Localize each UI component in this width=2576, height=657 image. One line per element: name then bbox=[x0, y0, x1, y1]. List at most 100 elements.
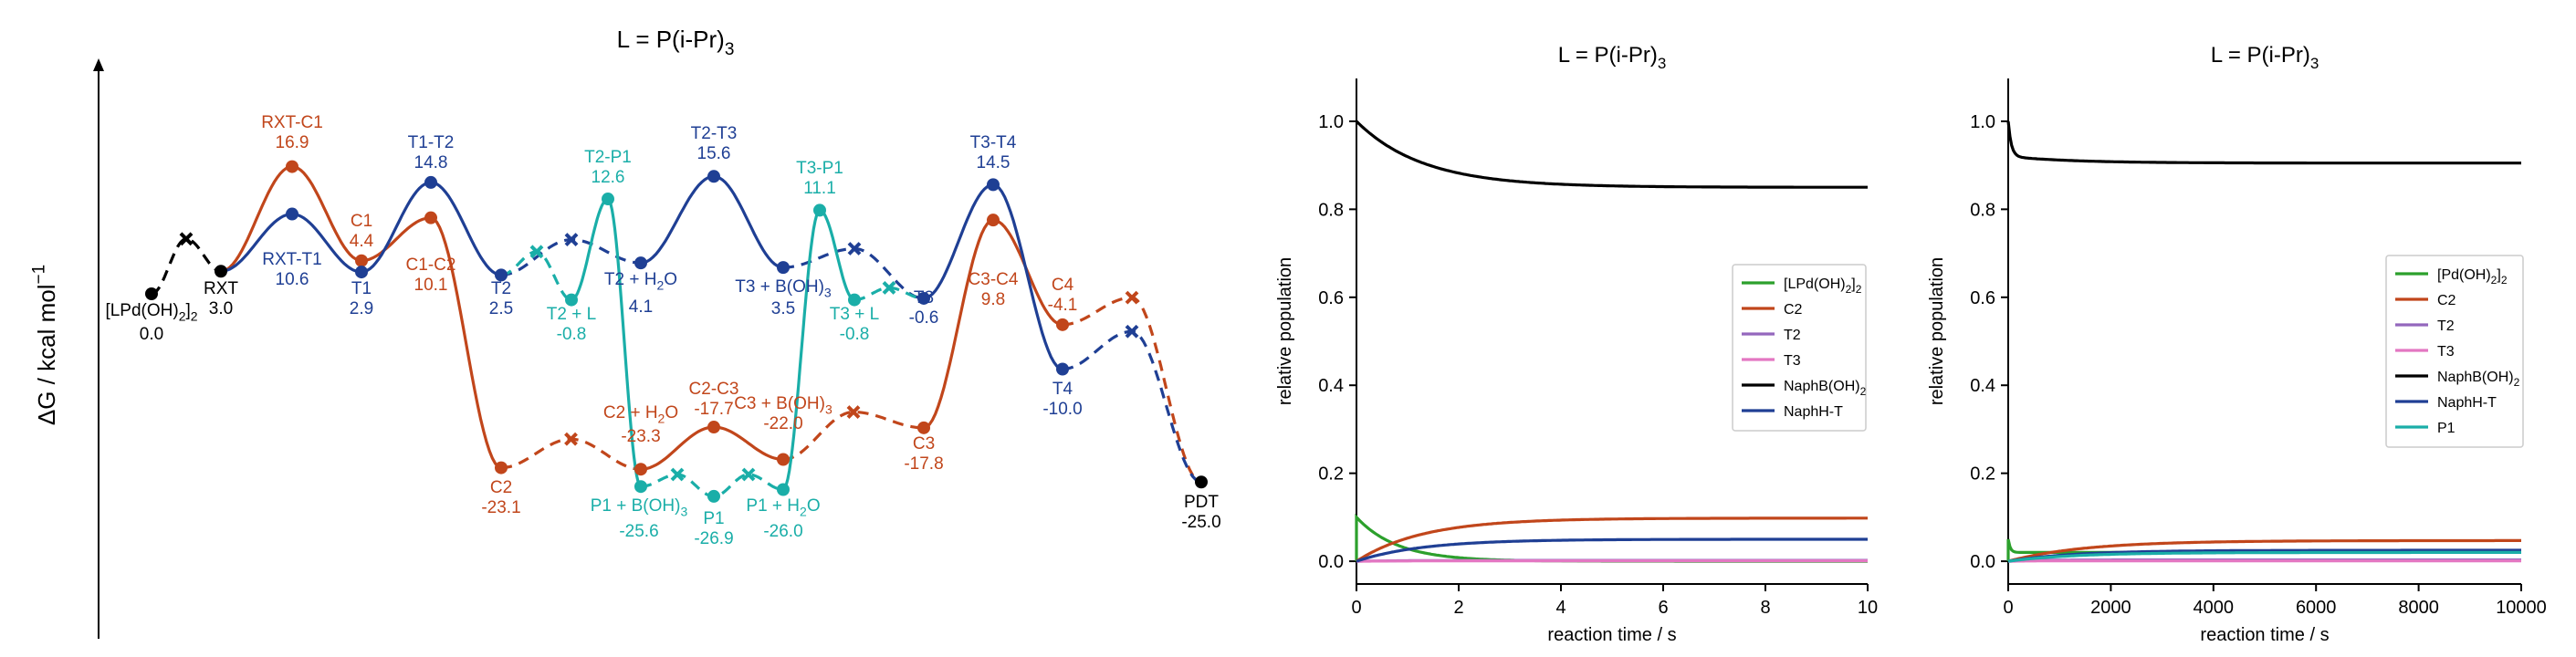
state-label-t2-h2o: T2 + H2O bbox=[604, 270, 677, 293]
energy-orange-dashed-1 bbox=[500, 437, 642, 471]
state-value-t3-l: -0.8 bbox=[840, 325, 870, 344]
state-marker-t4 bbox=[1056, 362, 1069, 376]
state-label-t1-t2: T1-T2 bbox=[408, 133, 455, 152]
energy-teal-curve-2 bbox=[782, 208, 855, 491]
pop1-ytick-label: 0.0 bbox=[1318, 552, 1344, 572]
pop1-legend bbox=[1732, 264, 1867, 432]
state-label-c3: C3 bbox=[913, 434, 935, 454]
state-label-t2: T2 bbox=[491, 279, 511, 298]
cross-marker-teal-4 bbox=[882, 280, 896, 295]
pop1-xtick-label: 0 bbox=[1351, 598, 1361, 618]
pop1-x-axis-label: reaction time / s bbox=[1547, 625, 1676, 645]
state-value-t3: -0.6 bbox=[909, 308, 939, 328]
cross-marker-blue-3 bbox=[1125, 324, 1139, 339]
pop1-legend-label: NaphB(OH)2 bbox=[1784, 379, 1867, 398]
pop1-xtick-label: 10 bbox=[1858, 598, 1878, 618]
state-value-c3: -17.8 bbox=[904, 454, 943, 474]
state-label-t2-l: T2 + L bbox=[547, 305, 596, 324]
state-marker-t2-h2o bbox=[634, 256, 647, 270]
pop1-xtick-label: 4 bbox=[1555, 598, 1565, 618]
pop1-legend-label: NaphH-T bbox=[1784, 404, 1843, 420]
state-value-p1: -26.9 bbox=[694, 529, 733, 548]
pop1-legend-label: C2 bbox=[1784, 302, 1803, 318]
state-label-p1: P1 bbox=[703, 509, 724, 528]
state-label-t2-t3: T2-T3 bbox=[691, 124, 738, 143]
state-label-p1-h2o: P1 + H2O bbox=[746, 496, 820, 519]
energy-blue-curve-2 bbox=[640, 174, 784, 269]
pop2-legend-label: C2 bbox=[2437, 293, 2456, 308]
state-value-t2-t3: 15.6 bbox=[697, 144, 731, 163]
pop2-legend-label: NaphB(OH)2 bbox=[2437, 370, 2520, 389]
state-marker-c3-boh bbox=[777, 453, 790, 466]
energy-markers bbox=[145, 160, 1208, 503]
pop2-xtick-label: 8000 bbox=[2398, 598, 2439, 618]
pop2-title: L = P(i-Pr)3 bbox=[2211, 43, 2319, 72]
state-marker-c1-c2 bbox=[424, 211, 437, 224]
state-label-t3-p1: T3-P1 bbox=[796, 159, 843, 178]
energy-orange-dashed-2 bbox=[782, 410, 925, 462]
pop2-series-naphb-oh-2 bbox=[2006, 120, 2521, 165]
pop1-xtick-label: 6 bbox=[1658, 598, 1668, 618]
state-label-lpd: [LPd(OH)2]2 bbox=[105, 301, 197, 324]
state-label-rxt-t1: RXT-T1 bbox=[262, 250, 321, 269]
state-label-t3-l: T3 + L bbox=[830, 305, 879, 324]
cross-marker-orange-1 bbox=[564, 432, 578, 446]
energy-blue-dashed-3 bbox=[1062, 329, 1202, 484]
state-value-t3-t4: 14.5 bbox=[977, 153, 1011, 172]
state-label-c1-c2: C1-C2 bbox=[406, 256, 456, 275]
pop1-series-c2 bbox=[1356, 516, 1868, 563]
state-label-c2-h2o: C2 + H2O bbox=[603, 403, 678, 426]
state-marker-t3 bbox=[917, 291, 930, 305]
state-label-t2-p1: T2-P1 bbox=[584, 148, 632, 167]
state-marker-lpd bbox=[145, 287, 158, 300]
state-marker-rxt-t1 bbox=[286, 207, 298, 221]
pop1-series-naphb-oh-2 bbox=[1355, 120, 1868, 189]
pop2-series-t3 bbox=[2007, 559, 2521, 563]
state-value-t2-l: -0.8 bbox=[557, 325, 587, 344]
pop2-xtick-label: 4000 bbox=[2194, 598, 2235, 618]
energy-curves bbox=[151, 164, 1202, 498]
energy-orange-dashed-3 bbox=[1062, 296, 1202, 484]
energy-chart-title: L = P(i-Pr)3 bbox=[617, 26, 735, 59]
energy-orange-curve-2 bbox=[640, 425, 784, 471]
state-marker-t3-p1 bbox=[813, 203, 826, 217]
state-value-rxt-t1: 10.6 bbox=[276, 270, 309, 289]
state-value-t1: 2.9 bbox=[350, 299, 373, 318]
state-label-pdt: PDT bbox=[1184, 493, 1219, 512]
state-value-c1-c2: 10.1 bbox=[414, 276, 448, 295]
state-label-p1-boh: P1 + B(OH)3 bbox=[591, 496, 688, 519]
pop1-series-naphh-t bbox=[1356, 537, 1868, 563]
state-value-t3-boh: 3.5 bbox=[771, 299, 795, 318]
state-label-c1: C1 bbox=[351, 212, 372, 231]
state-value-t2-p1: 12.6 bbox=[592, 168, 625, 187]
cross-marker-teal-3 bbox=[741, 467, 756, 482]
state-value-lpd: 0.0 bbox=[140, 325, 163, 344]
state-label-t3-t4: T3-T4 bbox=[970, 133, 1017, 152]
pop1-legend-label: [LPd(OH)2]2 bbox=[1784, 276, 1862, 296]
state-marker-p1-boh bbox=[634, 480, 647, 494]
pop1-y-axis-label: relative population bbox=[1275, 257, 1295, 405]
state-marker-t2-t3 bbox=[707, 170, 720, 183]
pop1-series-t3 bbox=[1356, 559, 1868, 563]
state-marker-c2 bbox=[495, 461, 508, 474]
pop2-ytick-label: 0.8 bbox=[1970, 200, 1995, 220]
state-label-t3: T3 bbox=[914, 288, 934, 308]
pop2-series-c2 bbox=[2007, 538, 2521, 563]
pop2-legend-label: [Pd(OH)2]2 bbox=[2437, 267, 2508, 287]
state-label-c4: C4 bbox=[1052, 276, 1074, 295]
pop2-legend-label: T2 bbox=[2437, 318, 2455, 334]
state-label-c3-boh: C3 + B(OH)3 bbox=[734, 394, 832, 417]
energy-y-axis-arrow bbox=[93, 58, 104, 71]
energy-orange-curve-3 bbox=[923, 218, 1063, 430]
pop1-ytick-label: 0.2 bbox=[1318, 464, 1344, 485]
state-value-rxt-c1: 16.9 bbox=[276, 133, 309, 152]
pop1-legend-label: T2 bbox=[1784, 328, 1801, 343]
state-value-c3-boh: -22.0 bbox=[763, 414, 802, 433]
state-label-t1: T1 bbox=[351, 279, 372, 298]
pop2-series-p1 bbox=[2007, 550, 2521, 563]
pop2-xtick-label: 2000 bbox=[2090, 598, 2131, 618]
state-value-p1-boh: -25.6 bbox=[619, 522, 658, 541]
state-marker-p1-h2o bbox=[777, 483, 790, 496]
pop1-ytick-label: 0.6 bbox=[1318, 288, 1344, 308]
